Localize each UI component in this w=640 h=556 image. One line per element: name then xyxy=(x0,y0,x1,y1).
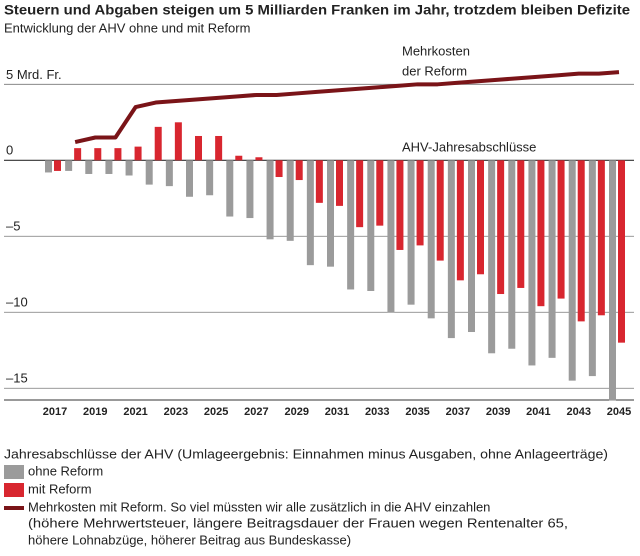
bar xyxy=(347,160,355,290)
bar xyxy=(588,160,596,377)
legend-swatch xyxy=(4,465,24,479)
bar xyxy=(456,160,464,281)
bar xyxy=(54,160,61,171)
legend-note: höhere Lohnabzüge, höherer Beitrag aus B… xyxy=(28,532,351,547)
bar xyxy=(336,160,343,206)
legend-swatch xyxy=(4,483,24,497)
bar xyxy=(618,160,625,343)
chart-subtitle: Entwicklung der AHV ohne und mit Reform xyxy=(4,20,250,35)
bar xyxy=(528,160,536,366)
bar xyxy=(45,160,52,173)
bar xyxy=(387,160,395,313)
legend-label: mit Reform xyxy=(28,481,92,496)
bar xyxy=(609,160,616,401)
bar xyxy=(125,160,133,176)
bar xyxy=(597,160,605,316)
x-tick-label: 2017 xyxy=(43,406,67,418)
bar xyxy=(407,160,415,305)
bar xyxy=(367,160,375,291)
x-tick-label: 2041 xyxy=(526,406,550,418)
bar xyxy=(557,160,565,299)
x-tick-label: 2043 xyxy=(566,406,590,418)
bar xyxy=(356,160,364,228)
bar xyxy=(215,135,223,161)
bar xyxy=(186,160,193,197)
legend-title: Jahresabschlüsse der AHV (Umlageergebnis… xyxy=(4,446,608,461)
bar xyxy=(517,160,525,288)
x-tick-label: 2033 xyxy=(365,406,389,418)
chart-title: Steuern und Abgaben steigen um 5 Milliar… xyxy=(4,2,630,18)
bar xyxy=(226,160,234,217)
x-tick-label: 2029 xyxy=(284,406,308,418)
y-tick-label: –5 xyxy=(6,219,20,234)
x-tick-label: 2037 xyxy=(446,406,470,418)
bar xyxy=(65,160,73,171)
line xyxy=(74,70,620,145)
y-tick-label: –15 xyxy=(6,371,28,386)
x-tick-label: 2039 xyxy=(486,406,510,418)
x-tick-label: 2035 xyxy=(405,406,429,418)
bar xyxy=(145,160,153,185)
x-tick-label: 2019 xyxy=(83,406,107,418)
bar xyxy=(436,160,444,261)
bar xyxy=(114,148,122,161)
x-tick-label: 2023 xyxy=(164,406,188,418)
bar xyxy=(447,160,455,339)
bar xyxy=(468,160,475,333)
x-tick-label: 2025 xyxy=(204,406,228,418)
bar xyxy=(286,160,294,241)
legend-label: Mehrkosten mit Reform. So viel müssten w… xyxy=(28,499,490,514)
bar xyxy=(94,148,102,161)
y-tick-label: 0 xyxy=(6,143,13,158)
bar xyxy=(206,160,214,196)
bar xyxy=(508,160,516,349)
y-tick-label: 5 Mrd. Fr. xyxy=(6,67,62,82)
bar xyxy=(396,160,404,250)
bar xyxy=(306,160,314,266)
bar xyxy=(477,160,484,275)
bar xyxy=(74,148,82,161)
bar xyxy=(295,160,303,181)
bar xyxy=(568,160,576,381)
bar xyxy=(85,160,93,174)
bar xyxy=(235,155,243,161)
bar xyxy=(497,160,505,295)
bar xyxy=(154,126,162,161)
bar xyxy=(376,160,384,226)
bar xyxy=(105,160,113,174)
x-tick-label: 2031 xyxy=(325,406,349,418)
bar xyxy=(416,160,424,246)
legend-note: (höhere Mehrwertsteuer, längere Beitrags… xyxy=(28,515,568,530)
bar xyxy=(488,160,496,354)
bar xyxy=(165,160,173,187)
bar xyxy=(548,160,556,358)
bar xyxy=(315,160,323,203)
bar xyxy=(246,160,254,219)
bar xyxy=(255,157,263,161)
legend-label: ohne Reform xyxy=(28,463,103,478)
bar xyxy=(266,160,274,240)
bar xyxy=(577,160,585,322)
x-tick-label: 2027 xyxy=(244,406,268,418)
bar xyxy=(327,160,334,267)
legend-swatch xyxy=(4,506,24,510)
bar xyxy=(174,122,182,161)
bar xyxy=(537,160,545,307)
x-tick-label: 2045 xyxy=(607,406,631,418)
annotation: Mehrkosten xyxy=(402,43,470,58)
annotation: der Reform xyxy=(402,63,467,78)
bar xyxy=(134,146,142,161)
annotation: AHV-Jahresabschlüsse xyxy=(402,139,536,154)
bar xyxy=(275,160,283,178)
y-tick-label: –10 xyxy=(6,295,28,310)
bar xyxy=(195,135,202,161)
x-tick-label: 2021 xyxy=(123,406,147,418)
bar xyxy=(427,160,435,319)
